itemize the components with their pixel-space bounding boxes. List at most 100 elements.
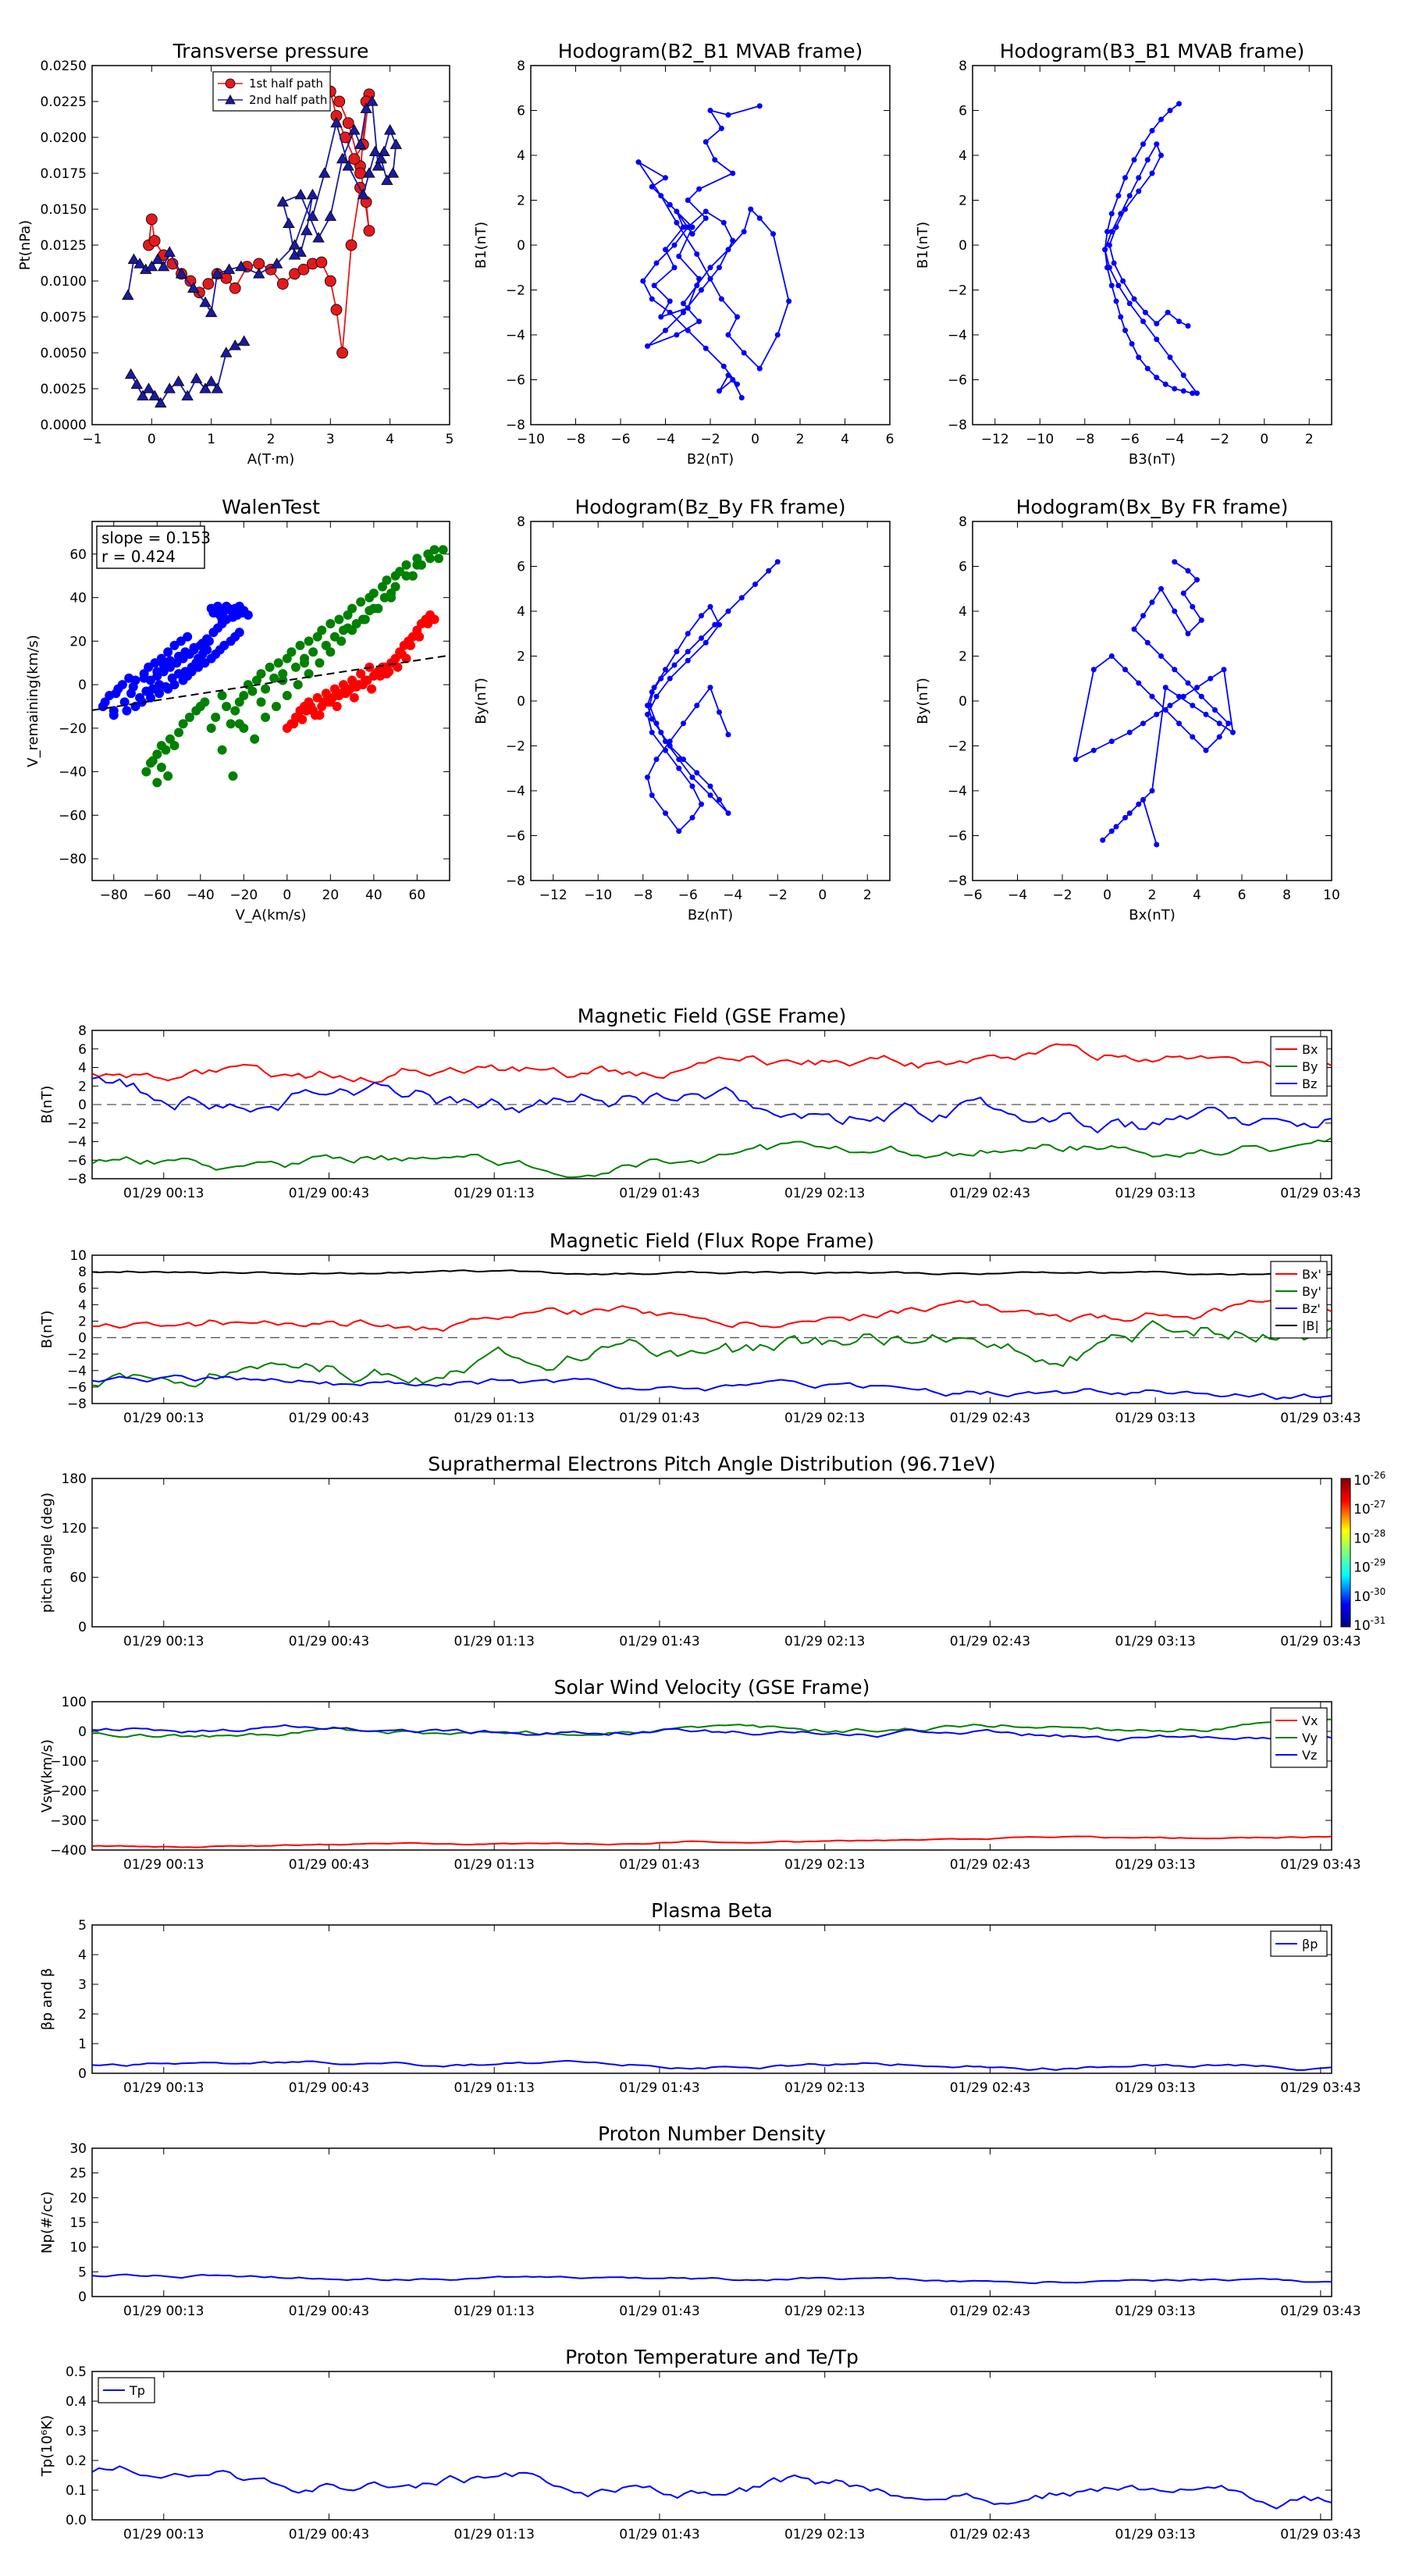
y-tick-label: 60 [69, 1571, 87, 1586]
y-tick-label: 0.0025 [41, 382, 87, 397]
x-tick-label: 01/29 03:43 [1280, 1857, 1361, 1873]
x-tick-label: 01/29 03:43 [1280, 1634, 1361, 1649]
data-point [220, 347, 233, 358]
y-tick-label: −60 [59, 808, 87, 824]
y-tick-label: 10 [69, 2240, 87, 2256]
y-axis-label: Tp(10⁶K) [39, 2415, 55, 2477]
legend: 1st half path 2nd half path [212, 71, 331, 112]
x-tick-label: −6 [610, 432, 630, 447]
x-tick-label: 01/29 02:43 [950, 2527, 1030, 2542]
x-tick-label: 01/29 01:43 [619, 1411, 699, 1426]
data-point [658, 729, 664, 735]
y-tick-label: −8 [67, 1172, 87, 1187]
data-point [738, 595, 745, 601]
data-point [1176, 318, 1182, 325]
data-point [1144, 157, 1151, 163]
x-tick-label: 01/29 00:43 [289, 1411, 369, 1426]
data-point [1185, 631, 1191, 637]
data-point [152, 667, 162, 677]
data-point [1194, 685, 1200, 691]
data-point [1118, 314, 1124, 320]
data-point [1140, 141, 1146, 148]
data-point [635, 159, 642, 165]
chart-title: Proton Temperature and Te/Tp [565, 2346, 859, 2368]
data-point [124, 368, 137, 379]
data-point [199, 296, 212, 308]
x-tick-label: 01/29 03:13 [1115, 1857, 1195, 1873]
hodogram-bz-by-chart: Hodogram(Bz_By FR frame) −12 −10 −8 −6 −4 −2 0 2… [473, 496, 891, 923]
y-tick-label: 0 [517, 694, 525, 710]
x-tick-label: 01/29 00:43 [289, 2527, 369, 2542]
data-point [345, 239, 357, 251]
data-point [1115, 283, 1122, 289]
colorbar-tick-label: 10-26 [1353, 1470, 1385, 1489]
data-point [180, 647, 190, 657]
data-point [1120, 278, 1126, 284]
y-axis-label: Vsw(km/s) [39, 1739, 55, 1813]
data-point [1149, 600, 1155, 605]
data-point [735, 314, 740, 320]
series--p-line [92, 2059, 1332, 2071]
data-point [1136, 188, 1142, 194]
chart-title: Hodogram(B2_B1 MVAB frame) [558, 40, 863, 62]
y-tick-label: 0 [78, 678, 87, 693]
x-tick-label: −4 [1008, 888, 1027, 903]
data-point [306, 701, 316, 711]
legend-label: Bz' [1302, 1301, 1321, 1316]
y-tick-label: −2 [506, 283, 525, 299]
data-point [707, 108, 713, 113]
data-point [694, 283, 700, 289]
y-tick-label: 6 [959, 560, 967, 575]
data-point [1158, 116, 1164, 123]
chart-title: Proton Number Density [598, 2122, 826, 2145]
data-point [702, 208, 709, 215]
x-axis-label: A(T·m) [247, 451, 295, 468]
data-point [689, 224, 695, 230]
y-tick-label: 0.0050 [41, 346, 87, 361]
data-point [1115, 193, 1122, 199]
data-point [290, 662, 301, 672]
data-point [325, 619, 336, 629]
data-point [1113, 298, 1119, 304]
series-line [646, 561, 778, 833]
x-tick-label: 01/29 02:43 [950, 2304, 1030, 2319]
data-point [1180, 372, 1186, 379]
data-point [200, 697, 210, 707]
data-point [304, 636, 314, 646]
data-point [725, 372, 731, 379]
data-point [786, 298, 792, 304]
data-point [681, 720, 686, 727]
data-point [401, 571, 411, 581]
data-point [1126, 301, 1133, 307]
data-point [211, 712, 221, 722]
data-point [1216, 720, 1222, 727]
x-tick-label: 20 [322, 888, 340, 903]
colorbar: 10-26 10-27 10-28 10-29 10-30 10-31 [1340, 1470, 1385, 1634]
data-point [425, 553, 436, 564]
y-tick-label: 2 [78, 1079, 87, 1094]
data-point [649, 689, 655, 695]
fit-line [92, 654, 450, 711]
data-point [175, 267, 188, 279]
series-bz--line [92, 1374, 1332, 1400]
data-point [685, 327, 691, 333]
hodogram-b2-b1-marks [635, 103, 792, 400]
data-point [1190, 703, 1196, 709]
data-point [702, 215, 709, 221]
hodogram-bx-by-marks [1072, 559, 1236, 848]
data-point [145, 260, 158, 272]
solar-wind-velocity-marks [92, 1718, 1332, 1848]
data-point [253, 267, 265, 279]
legend-label: |B| [1302, 1318, 1319, 1333]
data-point [222, 701, 232, 711]
x-tick-label: 01/29 01:13 [454, 1634, 535, 1649]
y-tick-label: −8 [948, 873, 967, 889]
y-axis-label: pitch angle (deg) [39, 1493, 55, 1613]
x-tick-label: 2 [796, 432, 805, 447]
data-point [360, 102, 372, 113]
y-tick-label: 0.0250 [41, 59, 87, 74]
data-point [1180, 693, 1186, 699]
data-point [702, 639, 709, 646]
